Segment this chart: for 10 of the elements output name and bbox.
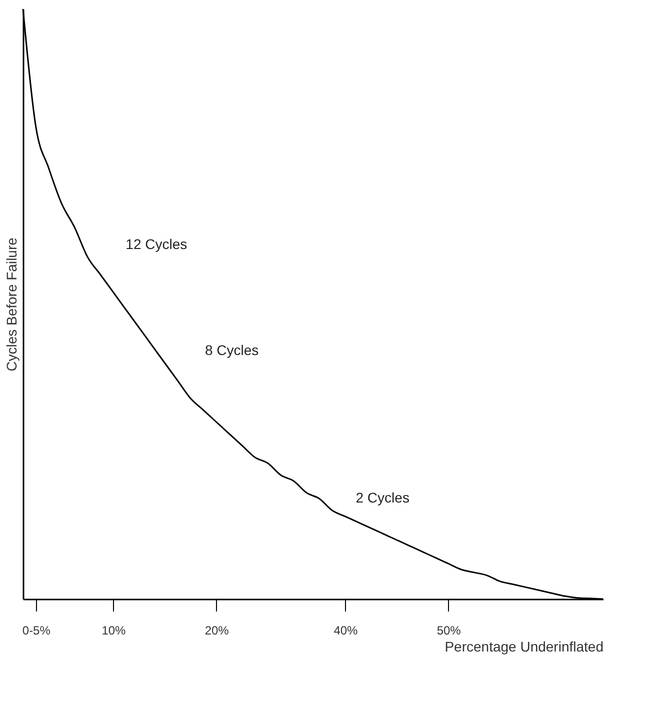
x-tick-label: 0-5% bbox=[22, 624, 51, 638]
x-tick-label: 40% bbox=[334, 624, 358, 638]
annotation: 2 Cycles bbox=[356, 490, 410, 506]
annotation: 8 Cycles bbox=[204, 342, 259, 358]
y-axis-title: Cycles Before Failure bbox=[4, 237, 20, 372]
x-tick-label: 10% bbox=[102, 624, 126, 638]
x-tick-label: 20% bbox=[204, 624, 230, 638]
x-axis-title: Percentage Underinflated bbox=[444, 638, 604, 654]
annotation: 12 Cycles bbox=[126, 236, 188, 252]
x-tick-label: 50% bbox=[436, 624, 462, 638]
